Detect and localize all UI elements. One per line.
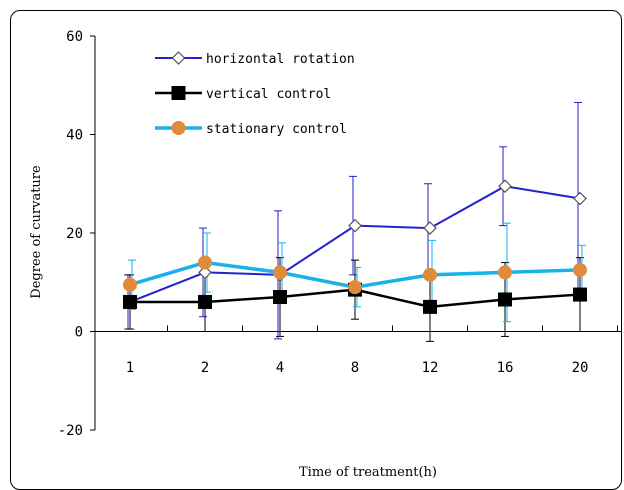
x-tick-label: 8 xyxy=(351,360,359,376)
data-point xyxy=(423,267,437,282)
y-tick-label: 20 xyxy=(66,226,83,242)
y-tick-label: 40 xyxy=(66,128,83,144)
data-point xyxy=(348,218,362,233)
data-point xyxy=(573,191,587,206)
legend-label: horizontal rotation xyxy=(206,52,355,67)
legend-label: vertical control xyxy=(206,87,331,102)
data-point xyxy=(123,294,137,309)
legend: horizontal rotation vertical control stati… xyxy=(155,51,355,137)
x-tick-label: 2 xyxy=(201,360,209,376)
x-tick-label: 16 xyxy=(497,360,514,376)
data-point xyxy=(273,290,287,305)
x-tick-label: 12 xyxy=(422,360,439,376)
data-point xyxy=(171,121,186,135)
x-tick-label: 4 xyxy=(276,360,284,376)
data-point xyxy=(123,277,137,292)
data-point xyxy=(198,294,212,309)
data-point xyxy=(573,287,587,302)
data-point xyxy=(573,262,587,277)
data-point xyxy=(198,255,212,270)
data-point xyxy=(498,179,512,194)
y-tick-label: 0 xyxy=(75,325,83,341)
y-axis-label: Degree of curvature xyxy=(29,165,44,299)
y-ticks: -20 0 20 40 60 xyxy=(58,29,95,439)
data-point xyxy=(348,280,362,295)
x-ticks: 1 2 4 8 12 16 20 xyxy=(126,325,618,376)
data-point xyxy=(498,265,512,280)
x-tick-label: 20 xyxy=(572,360,589,376)
legend-label: stationary control xyxy=(206,122,347,137)
data-point xyxy=(273,265,287,280)
y-tick-label: -20 xyxy=(58,423,83,439)
x-axis-label: Time of treatment(h) xyxy=(299,465,437,480)
x-tick-label: 1 xyxy=(126,360,134,376)
data-point xyxy=(171,51,186,65)
y-tick-label: 60 xyxy=(66,29,83,45)
data-point xyxy=(198,265,212,280)
data-point xyxy=(498,292,512,307)
series-markers xyxy=(123,179,587,314)
data-point xyxy=(423,299,437,314)
data-point xyxy=(423,221,437,235)
data-point xyxy=(171,86,186,100)
